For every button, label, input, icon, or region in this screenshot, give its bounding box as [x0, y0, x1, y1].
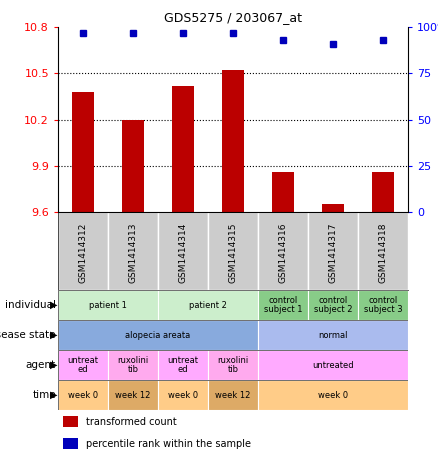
Bar — [208, 380, 258, 410]
Text: time: time — [32, 390, 56, 400]
Bar — [108, 212, 158, 290]
Text: week 0: week 0 — [68, 390, 98, 400]
Bar — [108, 380, 158, 410]
Bar — [72, 92, 94, 212]
Text: ▶: ▶ — [49, 330, 57, 340]
Text: patient 2: patient 2 — [189, 300, 227, 309]
Text: alopecia areata: alopecia areata — [125, 331, 191, 339]
Text: ▶: ▶ — [49, 300, 57, 310]
Bar — [258, 290, 308, 320]
Text: GSM1414318: GSM1414318 — [378, 222, 388, 283]
Bar — [58, 320, 258, 350]
Text: GSM1414317: GSM1414317 — [328, 222, 338, 283]
Bar — [222, 70, 244, 212]
Text: control
subject 2: control subject 2 — [314, 296, 352, 314]
Bar — [372, 172, 394, 212]
Text: GSM1414312: GSM1414312 — [78, 222, 88, 283]
Bar — [58, 290, 158, 320]
Bar — [158, 290, 258, 320]
Text: GSM1414315: GSM1414315 — [229, 222, 237, 283]
Text: normal: normal — [318, 331, 348, 339]
Bar — [208, 350, 258, 380]
Text: week 0: week 0 — [168, 390, 198, 400]
Bar — [308, 212, 358, 290]
Text: control
subject 3: control subject 3 — [364, 296, 403, 314]
Bar — [158, 212, 208, 290]
Bar — [322, 204, 344, 212]
Bar — [172, 86, 194, 212]
Title: GDS5275 / 203067_at: GDS5275 / 203067_at — [164, 11, 302, 24]
Bar — [358, 290, 408, 320]
Text: ▶: ▶ — [49, 390, 57, 400]
Text: ruxolini
tib: ruxolini tib — [117, 356, 148, 374]
Bar — [208, 212, 258, 290]
Bar — [108, 350, 158, 380]
Bar — [258, 212, 308, 290]
Bar — [63, 438, 78, 449]
Bar — [158, 350, 208, 380]
Bar — [258, 380, 408, 410]
Text: untreat
ed: untreat ed — [67, 356, 99, 374]
Bar — [58, 380, 108, 410]
Text: week 12: week 12 — [215, 390, 251, 400]
Text: ▶: ▶ — [49, 360, 57, 370]
Text: percentile rank within the sample: percentile rank within the sample — [85, 439, 251, 448]
Text: untreated: untreated — [312, 361, 354, 370]
Bar — [308, 290, 358, 320]
Bar — [122, 120, 144, 212]
Text: individual: individual — [5, 300, 56, 310]
Text: disease state: disease state — [0, 330, 56, 340]
Text: untreat
ed: untreat ed — [167, 356, 198, 374]
Bar — [158, 380, 208, 410]
Text: patient 1: patient 1 — [89, 300, 127, 309]
Text: ruxolini
tib: ruxolini tib — [217, 356, 249, 374]
Bar — [258, 350, 408, 380]
Text: GSM1414314: GSM1414314 — [179, 222, 187, 283]
Text: GSM1414316: GSM1414316 — [279, 222, 287, 283]
Bar — [58, 212, 108, 290]
Text: control
subject 1: control subject 1 — [264, 296, 302, 314]
Text: transformed count: transformed count — [85, 417, 176, 427]
Bar — [63, 416, 78, 427]
Bar — [358, 212, 408, 290]
Text: GSM1414313: GSM1414313 — [128, 222, 138, 283]
Text: week 0: week 0 — [318, 390, 348, 400]
Bar — [272, 172, 294, 212]
Bar — [58, 350, 108, 380]
Bar — [258, 320, 408, 350]
Text: week 12: week 12 — [115, 390, 151, 400]
Text: agent: agent — [26, 360, 56, 370]
